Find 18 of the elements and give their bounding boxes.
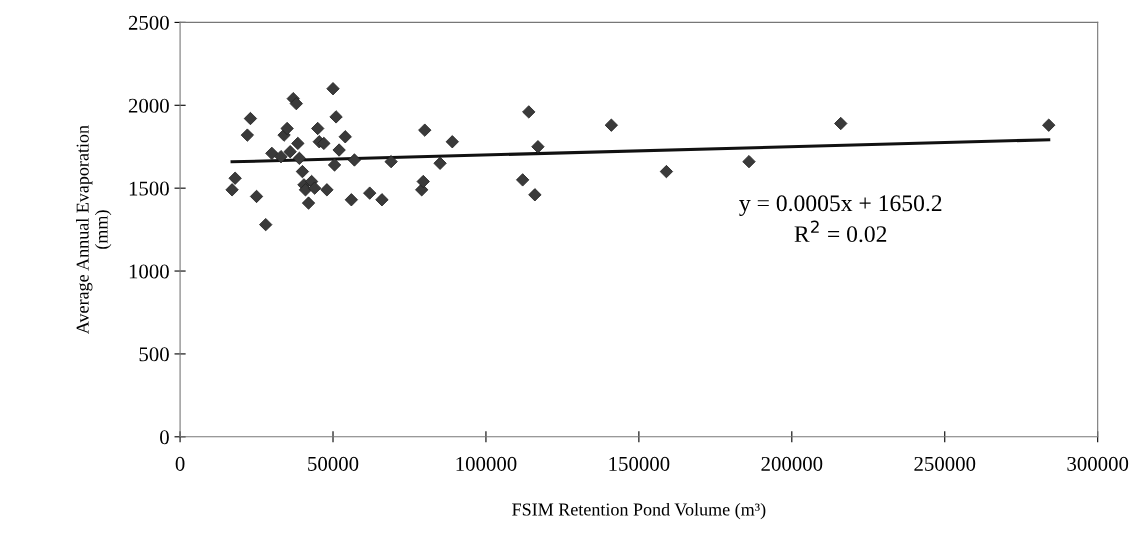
x-tick-label: 100000 (456, 456, 517, 471)
y-tick-label: 2500 (128, 15, 169, 30)
y-tick-label: 1000 (129, 264, 169, 279)
x-tick-label: 200000 (761, 456, 823, 471)
x-axis-title: FSIM Retention Pond Volume (m³) (512, 502, 766, 520)
y-tick-label: 0 (160, 430, 169, 445)
annotation: R$^{2}$ = 0.02 (794, 220, 887, 243)
annotation: y = 0.0005x + 1650.2 (739, 195, 942, 217)
x-tick-label: 150000 (609, 456, 670, 471)
point (659, 164, 674, 179)
x-tick-label: 300000 (1067, 456, 1129, 471)
y-axis-title: Average Annual Evaporation (mm) (76, 125, 112, 335)
x-tick-label: 50000 (308, 456, 359, 471)
y-tick-label: 1500 (129, 181, 169, 196)
y-tick-label: 500 (139, 347, 169, 362)
y-tick-label: 2000 (128, 98, 169, 113)
x-tick-label: 250000 (914, 456, 976, 471)
x-tick-label: 0 (175, 456, 185, 471)
